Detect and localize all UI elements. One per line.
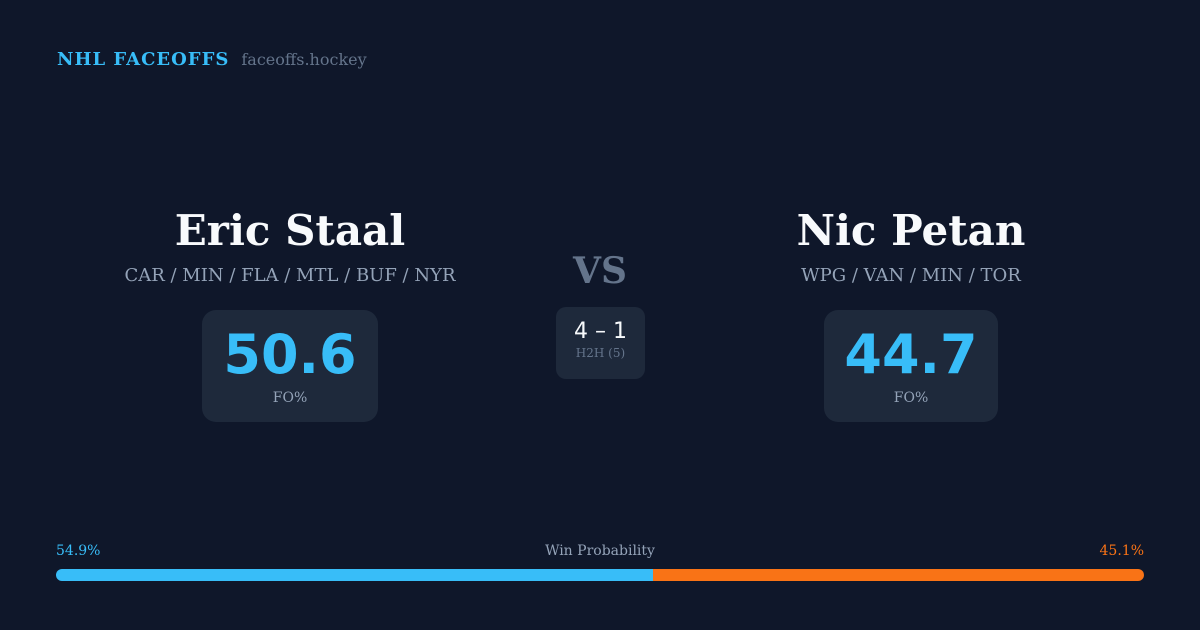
h2h-label: H2H (5) — [575, 346, 626, 360]
player-1-fo-label: FO% — [272, 390, 308, 406]
h2h-score: 4 – 1 — [574, 319, 627, 344]
site-url: faceoffs.hockey — [241, 50, 367, 69]
player-2-teams: WPG / VAN / MIN / TOR — [801, 265, 1021, 286]
player-1-name: Eric Staal — [174, 206, 406, 255]
win-prob-left: 54.9% — [56, 543, 101, 559]
player-2: Nic Petan WPG / VAN / MIN / TOR 44.7 FO% — [701, 205, 1121, 422]
player-2-fo-label: FO% — [893, 390, 929, 406]
vs-label: VS — [573, 250, 627, 292]
brand: NHL FACEOFFS faceoffs.hockey — [57, 49, 367, 70]
win-prob-bar — [56, 569, 1144, 581]
h2h-card: 4 – 1 H2H (5) — [556, 307, 645, 379]
player-2-fo-card: 44.7 FO% — [824, 310, 998, 422]
player-1: Eric Staal CAR / MIN / FLA / MTL / BUF /… — [80, 205, 500, 422]
win-prob-label: Win Probability — [545, 543, 655, 559]
player-1-teams: CAR / MIN / FLA / MTL / BUF / NYR — [124, 265, 456, 286]
site-title: NHL FACEOFFS — [57, 49, 230, 70]
win-prob-right: 45.1% — [1099, 543, 1144, 559]
win-prob-bar-left — [56, 569, 654, 581]
player-2-fo-pct: 44.7 — [844, 323, 978, 386]
player-1-fo-pct: 50.6 — [223, 323, 357, 386]
player-1-fo-card: 50.6 FO% — [202, 310, 378, 422]
win-prob-bar-right — [653, 569, 1144, 581]
win-probability: 54.9% Win Probability 45.1% — [56, 543, 1144, 581]
player-2-name: Nic Petan — [796, 206, 1026, 255]
